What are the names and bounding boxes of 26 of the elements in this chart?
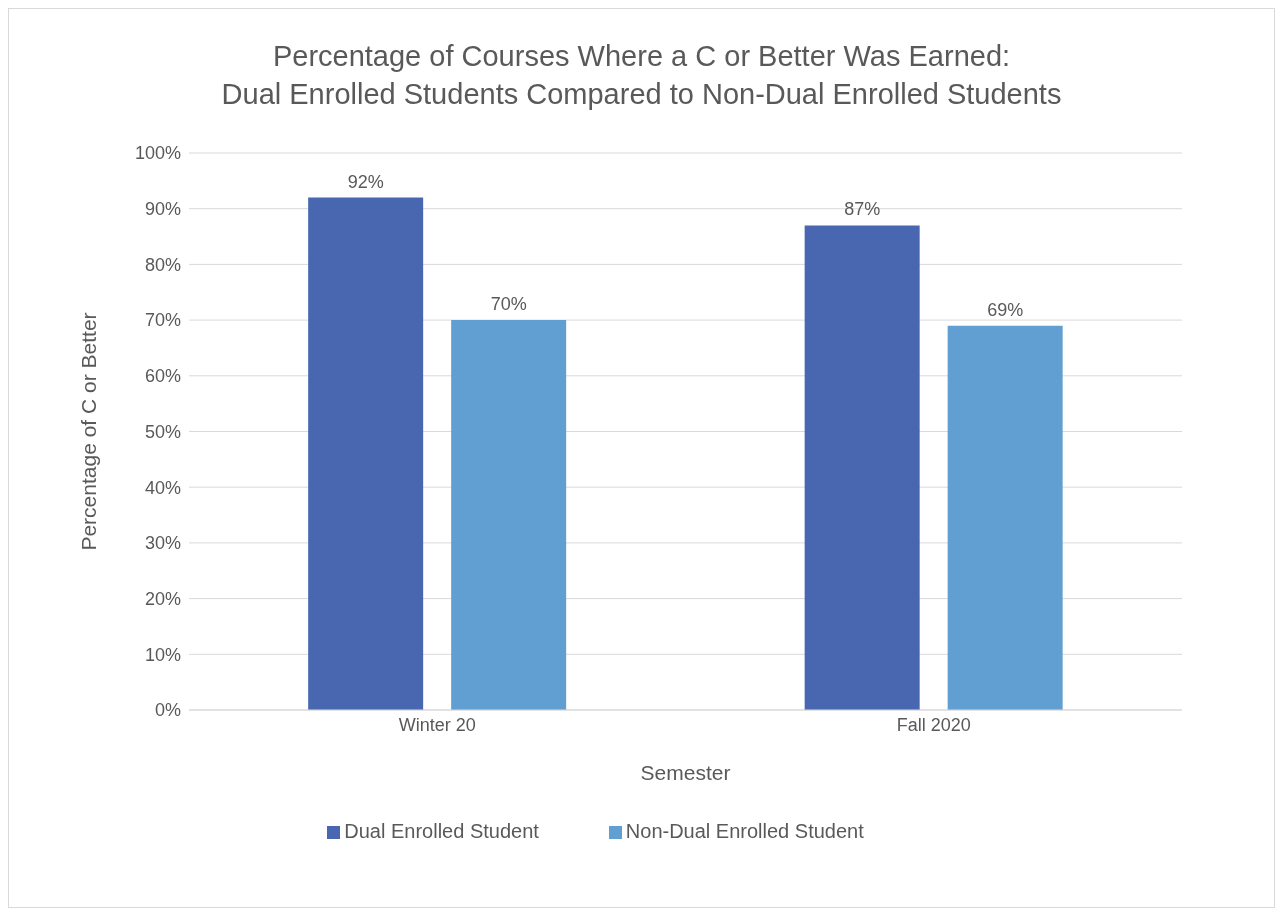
y-tick-label: 100% — [134, 143, 181, 164]
y-tick-label: 70% — [144, 310, 181, 331]
y-tick-label: 40% — [144, 477, 181, 498]
y-tick-label: 20% — [144, 588, 181, 609]
bar — [451, 320, 567, 710]
y-tick-label: 80% — [144, 254, 181, 275]
data-label: 87% — [844, 199, 881, 220]
legend-label: Dual Enrolled Student — [344, 820, 539, 842]
legend-label: Non-Dual Enrolled Student — [625, 820, 864, 842]
x-axis-title: Semester — [640, 761, 731, 784]
data-label: 69% — [987, 299, 1024, 320]
y-tick-label: 30% — [144, 533, 181, 554]
y-tick-label: 90% — [144, 199, 181, 220]
data-label: 70% — [490, 294, 527, 315]
data-label: 92% — [347, 171, 384, 192]
bar — [308, 197, 424, 710]
y-tick-label: 50% — [144, 421, 181, 442]
y-tick-label: 60% — [144, 366, 181, 387]
y-tick-label: 0% — [154, 700, 181, 721]
chart-title: Percentage of Courses Where a C or Better Was Earned: Dual Enrolled Students Compared to Non-Dual Enrolled Students — [220, 39, 1063, 112]
y-axis-title: Percentage of C or Better — [77, 312, 101, 551]
y-tick-label: 10% — [144, 644, 181, 665]
x-tick-label: Fall 2020 — [896, 714, 971, 735]
x-tick-label: Winter 20 — [398, 714, 476, 735]
bar — [804, 225, 920, 710]
bar — [947, 325, 1063, 710]
